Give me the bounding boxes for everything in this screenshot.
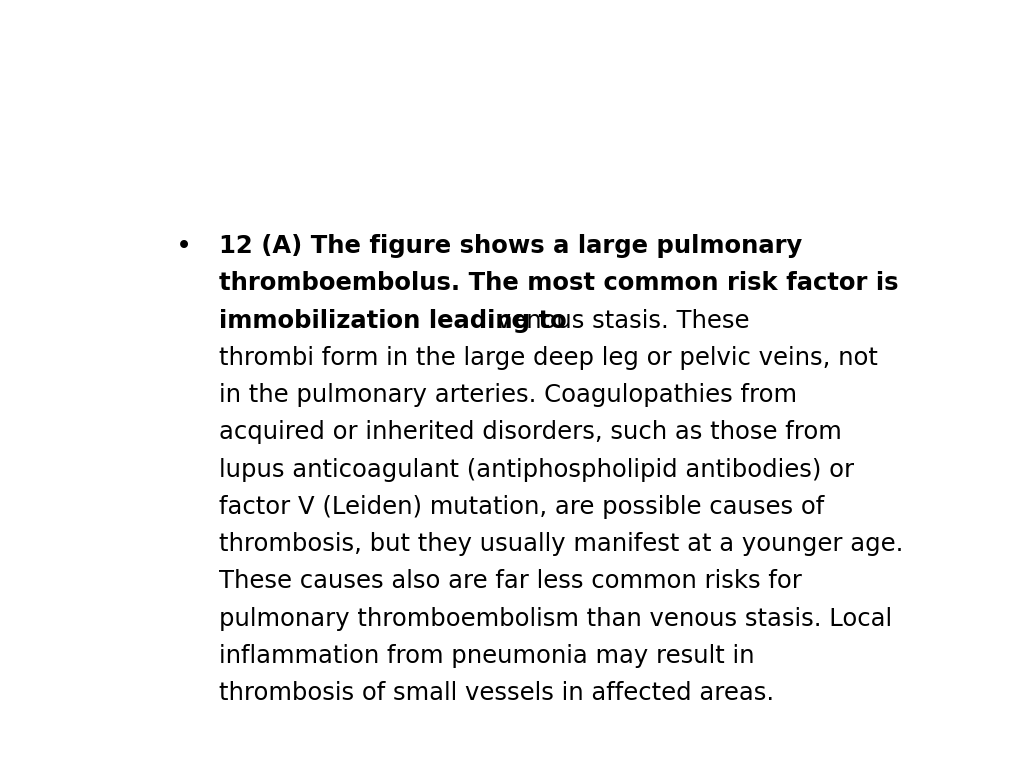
Text: inflammation from pneumonia may result in: inflammation from pneumonia may result i… (219, 644, 755, 668)
Text: acquired or inherited disorders, such as those from: acquired or inherited disorders, such as… (219, 420, 842, 445)
Text: pulmonary thromboembolism than venous stasis. Local: pulmonary thromboembolism than venous st… (219, 607, 892, 631)
Text: thromboembolus. The most common risk factor is: thromboembolus. The most common risk fac… (219, 271, 899, 296)
Text: These causes also are far less common risks for: These causes also are far less common ri… (219, 569, 802, 594)
Text: venous stasis. These: venous stasis. These (488, 309, 750, 333)
Text: in the pulmonary arteries. Coagulopathies from: in the pulmonary arteries. Coagulopathie… (219, 383, 798, 407)
Text: •: • (176, 234, 191, 260)
Text: 12 (A) The figure shows a large pulmonary: 12 (A) The figure shows a large pulmonar… (219, 234, 803, 258)
Text: immobilization leading to: immobilization leading to (219, 309, 567, 333)
Text: thrombosis of small vessels in affected areas.: thrombosis of small vessels in affected … (219, 681, 774, 705)
Text: thrombi form in the large deep leg or pelvic veins, not: thrombi form in the large deep leg or pe… (219, 346, 879, 370)
Text: lupus anticoagulant (antiphospholipid antibodies) or: lupus anticoagulant (antiphospholipid an… (219, 458, 854, 482)
Text: factor V (Leiden) mutation, are possible causes of: factor V (Leiden) mutation, are possible… (219, 495, 824, 519)
Text: thrombosis, but they usually manifest at a younger age.: thrombosis, but they usually manifest at… (219, 532, 903, 556)
